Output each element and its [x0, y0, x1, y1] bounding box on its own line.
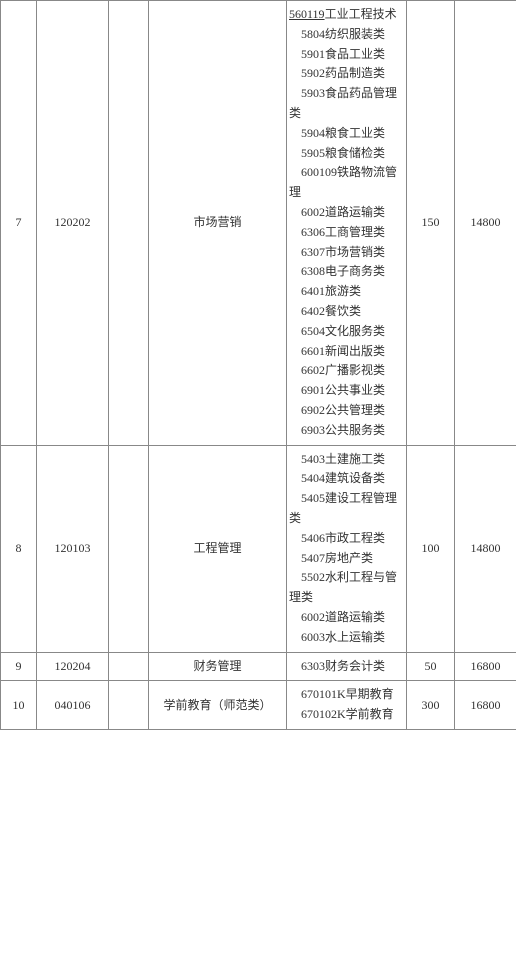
admissions-table: 7120202市场营销560119工业工程技术5804纺织服装类5901食品工业… — [0, 0, 516, 730]
code-cell: 120103 — [37, 445, 109, 652]
table-row: 10040106 学前教育（师范类）670101K早期教育670102K学前教育3… — [1, 681, 516, 730]
categories-cell: 5403土建施工类5404建筑设备类5405建设工程管理类5406市政工程类54… — [287, 445, 407, 652]
category-line: 6306工商管理类 — [289, 223, 404, 243]
seq-cell: 9 — [1, 652, 37, 681]
category-line: 6504文化服务类 — [289, 322, 404, 342]
category-line: 5804纺织服装类 — [289, 25, 404, 45]
category-line: 6902公共管理类 — [289, 401, 404, 421]
blank-cell — [109, 652, 149, 681]
category-line: 5404建筑设备类 — [289, 469, 404, 489]
categories-cell: 670101K早期教育670102K学前教育 — [287, 681, 407, 730]
category-line: 6601新闻出版类 — [289, 342, 404, 362]
code-cell: 120204 — [37, 652, 109, 681]
category-line: 6002道路运输类 — [289, 203, 404, 223]
quota-cell: 50 — [407, 652, 455, 681]
seq-cell: 7 — [1, 1, 37, 446]
category-line: 5405建设工程管理类 — [289, 489, 404, 529]
category-line: 6901公共事业类 — [289, 381, 404, 401]
seq-cell: 10 — [1, 681, 37, 730]
major-name-cell: 财务管理 — [149, 652, 287, 681]
category-line: 5903食品药品管理类 — [289, 84, 404, 124]
seq-cell: 8 — [1, 445, 37, 652]
fee-cell: 16800 — [455, 681, 516, 730]
category-line: 5905粮食储检类 — [289, 144, 404, 164]
major-name-cell: 学前教育（师范类） — [149, 681, 287, 730]
category-line: 670102K学前教育 — [289, 705, 404, 725]
category-line: 6402餐饮类 — [289, 302, 404, 322]
quota-cell: 100 — [407, 445, 455, 652]
category-line: 6303财务会计类 — [289, 657, 404, 677]
category-line: 560119工业工程技术 — [289, 5, 404, 25]
category-line: 6401旅游类 — [289, 282, 404, 302]
category-line: 5403土建施工类 — [289, 450, 404, 470]
category-line: 6903公共服务类 — [289, 421, 404, 441]
fee-cell: 16800 — [455, 652, 516, 681]
category-line: 670101K早期教育 — [289, 685, 404, 705]
category-line: 5406市政工程类 — [289, 529, 404, 549]
quota-cell: 300 — [407, 681, 455, 730]
major-name-cell: 市场营销 — [149, 1, 287, 446]
blank-cell — [109, 445, 149, 652]
categories-cell: 6303财务会计类 — [287, 652, 407, 681]
code-cell: 040106 — [37, 681, 109, 730]
category-line: 5407房地产类 — [289, 549, 404, 569]
table-row: 7120202市场营销560119工业工程技术5804纺织服装类5901食品工业… — [1, 1, 516, 446]
code-cell: 120202 — [37, 1, 109, 446]
categories-cell: 560119工业工程技术5804纺织服装类5901食品工业类5902药品制造类5… — [287, 1, 407, 446]
blank-cell — [109, 681, 149, 730]
category-line: 6002道路运输类 — [289, 608, 404, 628]
category-line: 5902药品制造类 — [289, 64, 404, 84]
category-line: 5904粮食工业类 — [289, 124, 404, 144]
category-line: 6308电子商务类 — [289, 262, 404, 282]
category-text: 工业工程技术 — [325, 7, 397, 21]
category-code-underline: 560119 — [289, 7, 325, 21]
category-line: 5901食品工业类 — [289, 45, 404, 65]
table-row: 9120204 财务管理6303财务会计类5016800 — [1, 652, 516, 681]
category-line: 6003水上运输类 — [289, 628, 404, 648]
major-name-cell: 工程管理 — [149, 445, 287, 652]
fee-cell: 14800 — [455, 1, 516, 446]
quota-cell: 150 — [407, 1, 455, 446]
category-line: 5502水利工程与管理类 — [289, 568, 404, 608]
category-line: 600109铁路物流管理 — [289, 163, 404, 203]
category-line: 6307市场营销类 — [289, 243, 404, 263]
category-line: 6602广播影视类 — [289, 361, 404, 381]
blank-cell — [109, 1, 149, 446]
fee-cell: 14800 — [455, 445, 516, 652]
table-row: 8120103 工程管理5403土建施工类5404建筑设备类5405建设工程管理类… — [1, 445, 516, 652]
